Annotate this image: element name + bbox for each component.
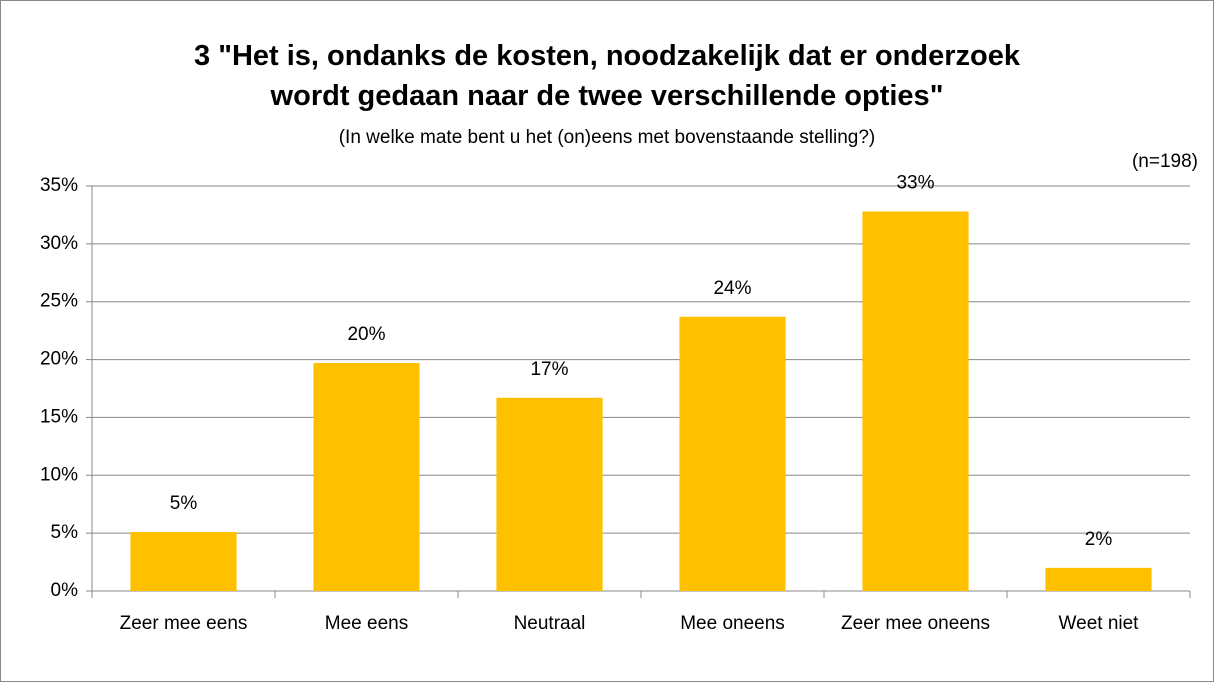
- data-label: 2%: [1085, 529, 1113, 550]
- annotation: (n=198): [1132, 151, 1198, 172]
- x-tick-label: Neutraal: [513, 613, 586, 634]
- y-tick-label: 30%: [40, 233, 78, 254]
- x-tick-label: Mee oneens: [680, 613, 785, 634]
- bar: [1045, 567, 1152, 591]
- y-tick-label: 20%: [40, 349, 78, 370]
- data-label: 33%: [896, 172, 934, 193]
- y-tick-label: 35%: [40, 175, 78, 196]
- chart-title: 3 "Het is, ondanks de kosten, noodzakeli…: [194, 40, 1020, 112]
- data-label: 20%: [347, 324, 385, 345]
- y-tick-label: 15%: [40, 406, 78, 427]
- data-label: 17%: [530, 359, 568, 380]
- bar: [679, 316, 786, 591]
- bar: [496, 397, 603, 591]
- y-tick-label: 0%: [51, 580, 79, 601]
- x-tick-label: Mee eens: [324, 613, 409, 634]
- data-label: 24%: [713, 278, 751, 299]
- x-tick-label: Weet niet: [1058, 613, 1139, 634]
- x-tick-label: Zeer mee oneens: [841, 613, 990, 634]
- data-label: 5%: [170, 493, 198, 514]
- y-tick-label: 10%: [40, 464, 78, 485]
- x-tick-label: Zeer mee eens: [119, 613, 248, 634]
- bar: [313, 363, 420, 591]
- bar: [130, 531, 237, 591]
- bar: [862, 211, 969, 591]
- subtitle: (In welke mate bent u het (on)eens met b…: [339, 127, 876, 148]
- y-tick-label: 5%: [51, 522, 79, 543]
- y-tick-label: 25%: [40, 291, 78, 312]
